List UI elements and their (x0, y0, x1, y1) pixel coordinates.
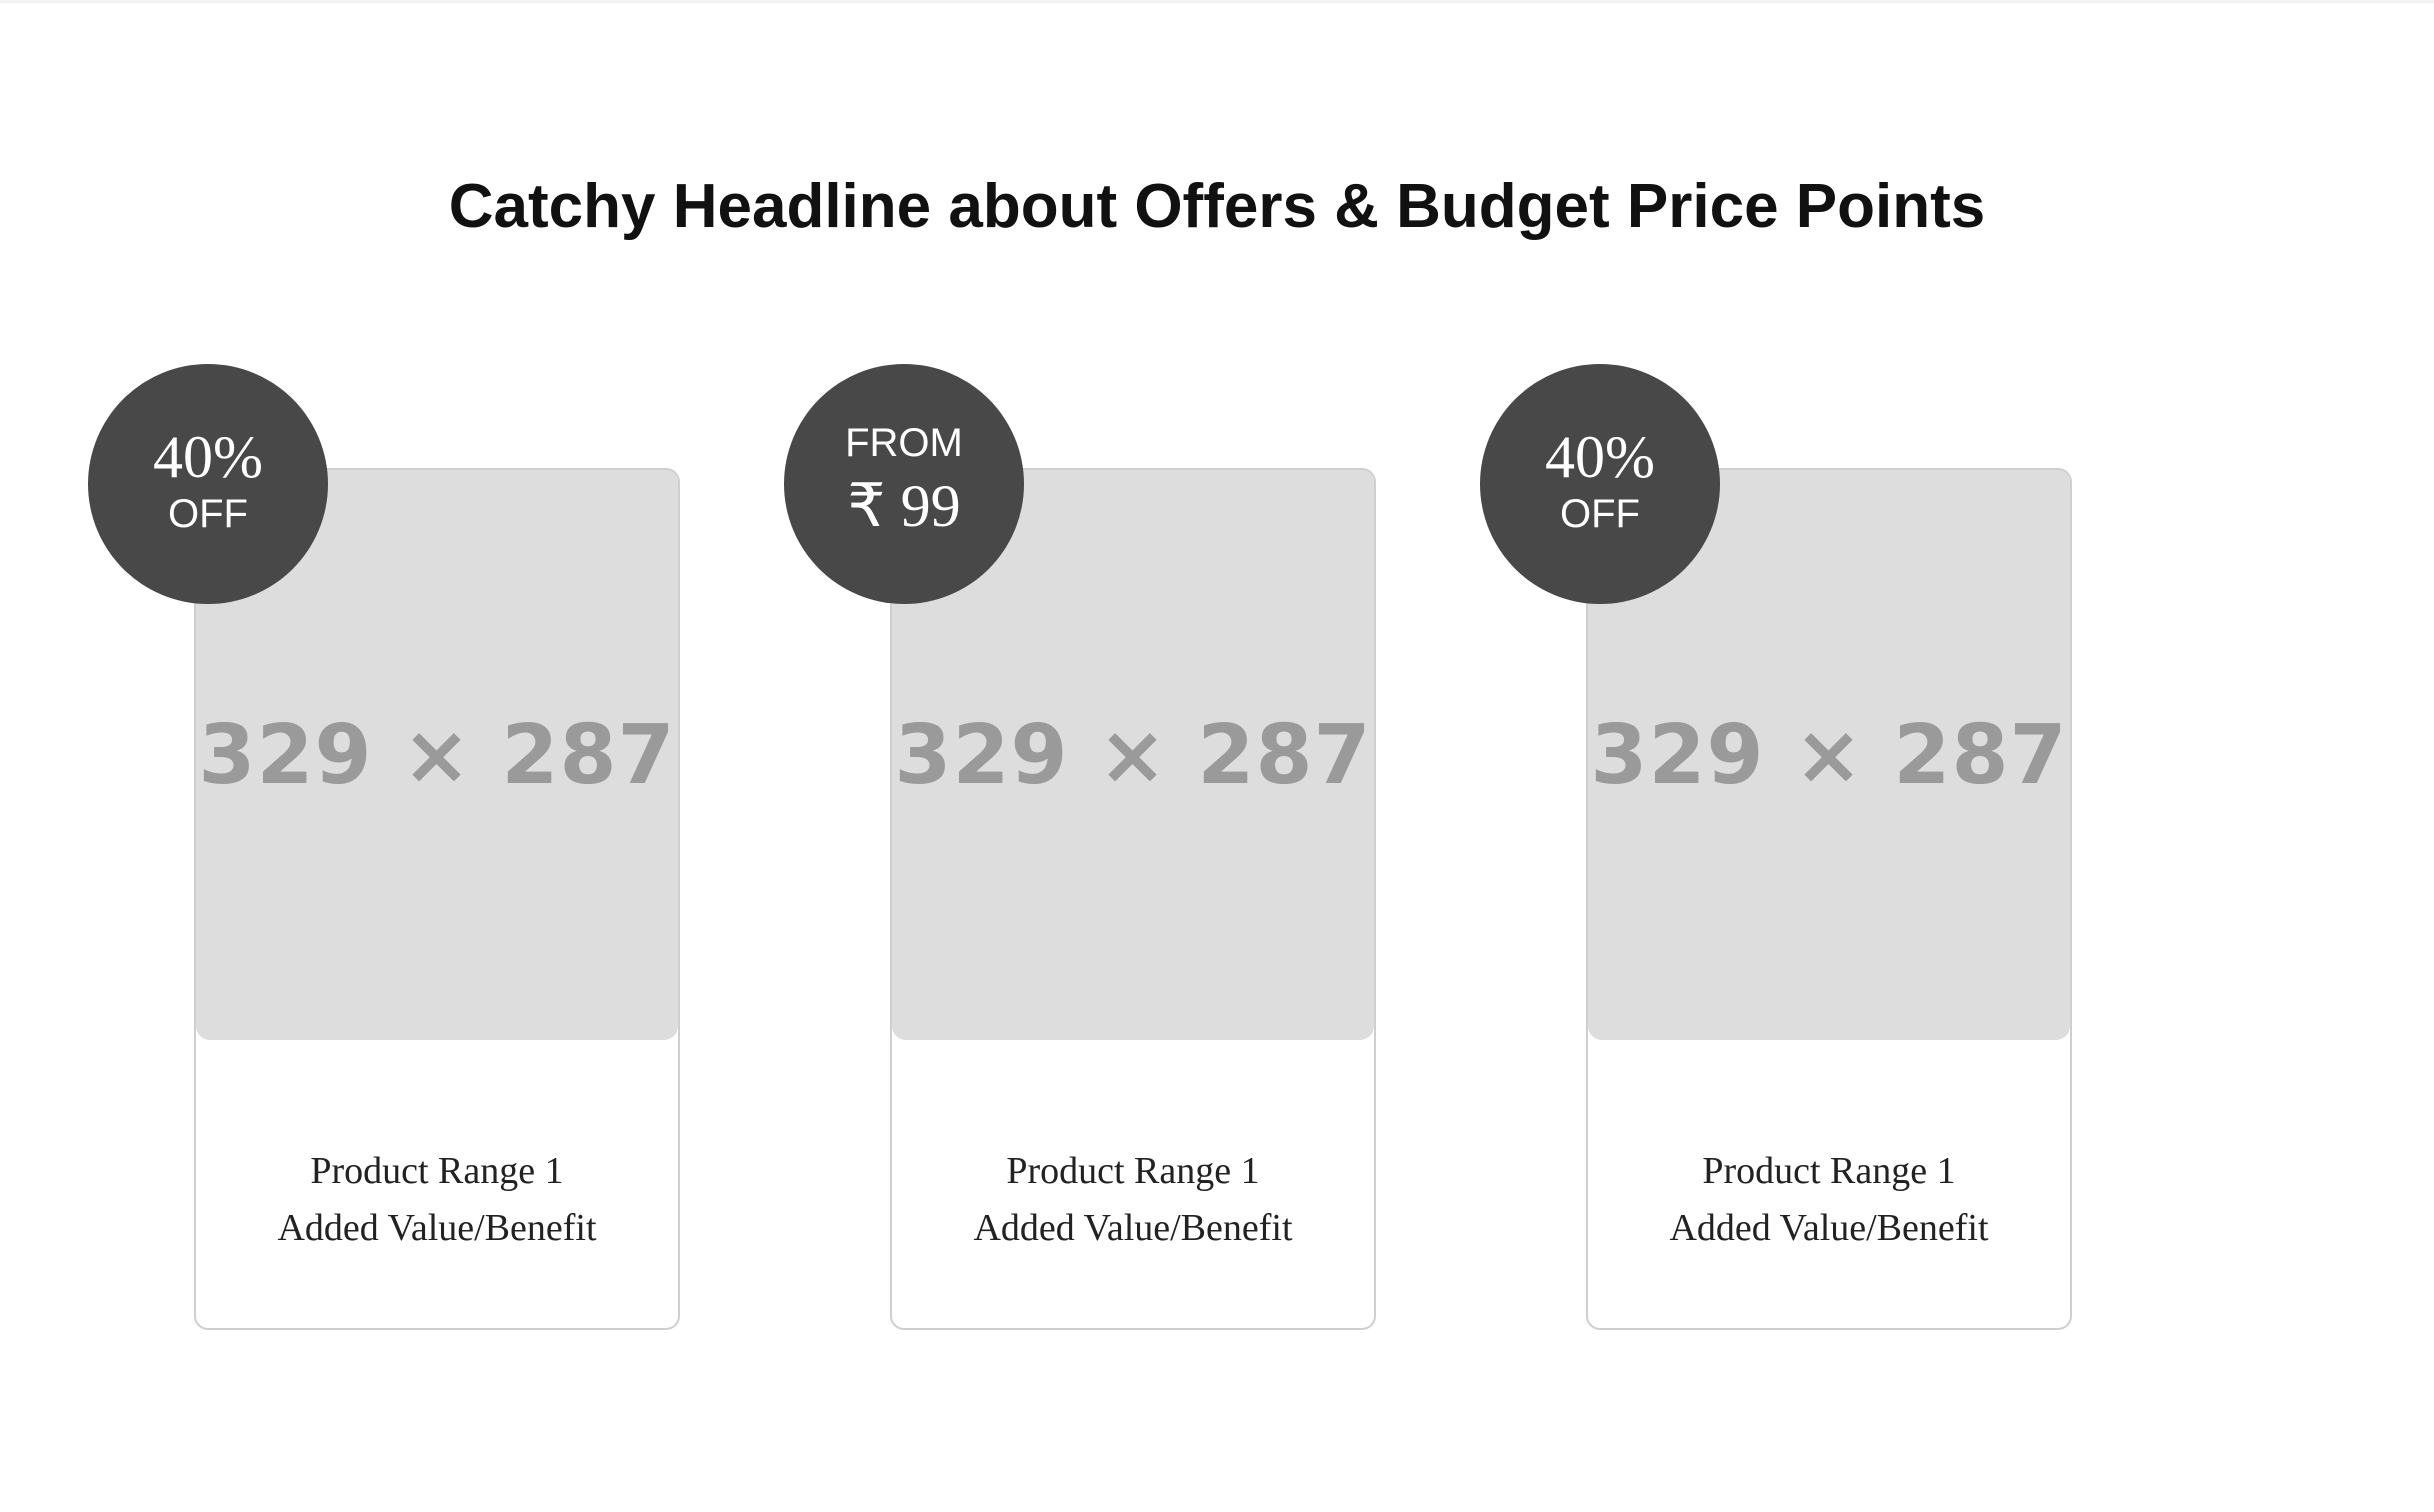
product-image-placeholder[interactable]: 329 × 287 (196, 470, 678, 1040)
product-card-text: Product Range 1 Added Value/Benefit (892, 1143, 1374, 1257)
product-benefit: Added Value/Benefit (277, 1207, 597, 1249)
discount-badge: 40% OFF (1480, 364, 1720, 604)
product-card[interactable]: 329 × 287 Product Range 1 Added Value/Be… (890, 468, 1376, 1330)
image-dimensions-label: 329 × 287 (1590, 707, 2068, 803)
price-badge: FROM ₹ 99 (784, 364, 1024, 604)
top-divider (0, 0, 2434, 3)
badge-off-label: OFF (168, 492, 248, 536)
product-title: Product Range 1 (1702, 1150, 1956, 1192)
image-dimensions-label: 329 × 287 (894, 707, 1372, 803)
image-dimensions-label: 329 × 287 (198, 707, 676, 803)
badge-percent: 40% (153, 424, 263, 490)
badge-price: ₹ 99 (847, 473, 961, 539)
product-title: Product Range 1 (310, 1150, 564, 1192)
page-headline: Catchy Headline about Offers & Budget Pr… (448, 172, 1986, 241)
badge-off-label: OFF (1560, 492, 1640, 536)
badge-percent: 40% (1545, 424, 1655, 490)
product-benefit: Added Value/Benefit (1669, 1207, 1989, 1249)
product-card-text: Product Range 1 Added Value/Benefit (1588, 1143, 2070, 1257)
product-title: Product Range 1 (1006, 1150, 1260, 1192)
discount-badge: 40% OFF (88, 364, 328, 604)
product-benefit: Added Value/Benefit (973, 1207, 1293, 1249)
badge-from-label: FROM (845, 421, 963, 465)
product-card-text: Product Range 1 Added Value/Benefit (196, 1143, 678, 1257)
product-card[interactable]: 329 × 287 Product Range 1 Added Value/Be… (194, 468, 680, 1330)
product-card[interactable]: 329 × 287 Product Range 1 Added Value/Be… (1586, 468, 2072, 1330)
